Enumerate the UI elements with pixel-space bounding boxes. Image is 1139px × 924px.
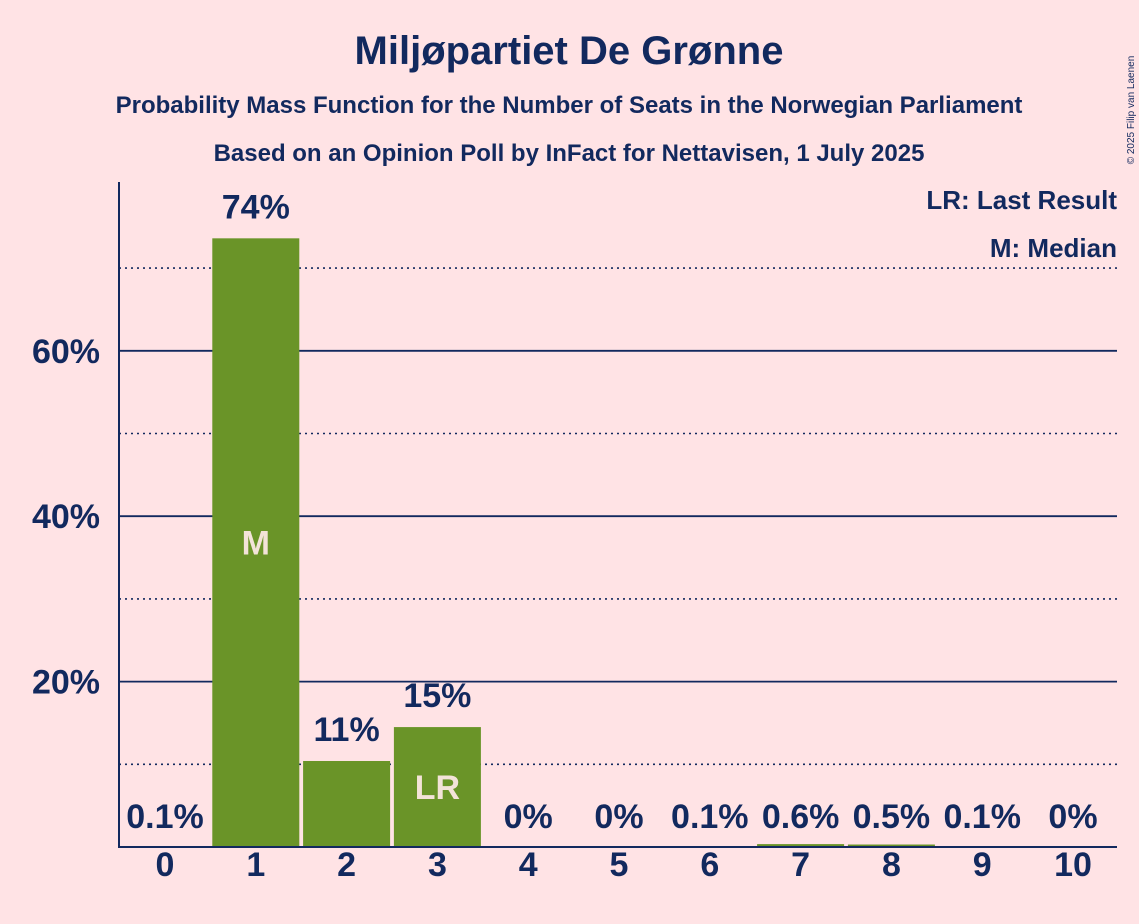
data-label: 0.1% (671, 798, 749, 836)
data-label: 0% (1048, 798, 1097, 836)
y-tick-label: 20% (32, 664, 100, 702)
x-tick-label: 2 (337, 846, 356, 884)
data-label: 0% (594, 798, 643, 836)
legend-median: M: Median (990, 233, 1117, 263)
axes (118, 182, 1117, 848)
x-tick-label: 10 (1054, 846, 1092, 884)
labels: 20%40%60%00.1%174%M211%315%LR40%50%60.1%… (32, 188, 1098, 884)
chart-subtitle-source: Based on an Opinion Poll by InFact for N… (214, 140, 925, 167)
data-label: 0.1% (126, 798, 204, 836)
data-label: 74% (222, 188, 290, 226)
chart-subtitle: Probability Mass Function for the Number… (116, 92, 1023, 119)
x-tick-label: 3 (428, 846, 447, 884)
y-tick-label: 60% (32, 333, 100, 371)
data-label: 15% (403, 677, 471, 715)
x-tick-label: 5 (610, 846, 629, 884)
bar (393, 727, 481, 847)
copyright-notice: © 2025 Filip van Laenen (1126, 56, 1137, 165)
last-result-marker: LR (415, 769, 460, 807)
bars (121, 238, 1026, 847)
data-label: 0.6% (762, 798, 840, 836)
chart-title: Miljøpartiet De Grønne (355, 29, 784, 73)
legend-last-result: LR: Last Result (926, 185, 1117, 215)
data-label: 0.5% (853, 798, 931, 836)
bar (212, 238, 300, 847)
x-tick-label: 9 (973, 846, 992, 884)
bar (757, 844, 845, 847)
x-tick-label: 6 (700, 846, 719, 884)
x-tick-label: 7 (791, 846, 810, 884)
x-tick-label: 1 (246, 846, 265, 884)
median-marker: M (242, 525, 270, 563)
bar (303, 760, 391, 847)
data-label: 11% (314, 711, 380, 749)
data-label: 0% (504, 798, 553, 836)
x-tick-label: 0 (156, 846, 175, 884)
data-label: 0.1% (943, 798, 1021, 836)
x-tick-label: 8 (882, 846, 901, 884)
bar (847, 844, 935, 847)
y-tick-label: 40% (32, 498, 100, 536)
x-tick-label: 4 (519, 846, 538, 884)
